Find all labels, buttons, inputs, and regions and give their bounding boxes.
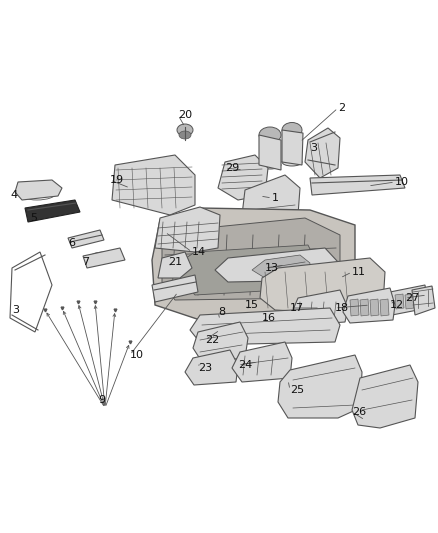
Polygon shape	[412, 286, 435, 315]
Ellipse shape	[261, 316, 266, 320]
Text: 5: 5	[30, 213, 37, 223]
Text: 24: 24	[238, 360, 252, 370]
Polygon shape	[310, 175, 405, 195]
Text: 6: 6	[68, 238, 75, 248]
Polygon shape	[180, 245, 318, 295]
Polygon shape	[83, 248, 125, 268]
Polygon shape	[260, 258, 385, 315]
Polygon shape	[350, 299, 359, 316]
Text: 11: 11	[352, 267, 366, 277]
Polygon shape	[193, 322, 248, 362]
Polygon shape	[360, 299, 369, 316]
Polygon shape	[282, 130, 303, 165]
Text: 9: 9	[98, 395, 105, 405]
Polygon shape	[395, 294, 404, 309]
Polygon shape	[415, 294, 424, 309]
Polygon shape	[152, 208, 355, 320]
Ellipse shape	[177, 124, 193, 136]
Ellipse shape	[300, 383, 320, 401]
Polygon shape	[152, 275, 198, 302]
Text: 2: 2	[338, 103, 345, 113]
Polygon shape	[162, 218, 340, 300]
Text: 8: 8	[218, 307, 225, 317]
Text: 7: 7	[82, 257, 89, 267]
Polygon shape	[278, 355, 362, 418]
Text: 22: 22	[205, 335, 219, 345]
Ellipse shape	[282, 158, 302, 166]
Text: 10: 10	[130, 350, 144, 360]
Text: 10: 10	[395, 177, 409, 187]
Text: 15: 15	[245, 300, 259, 310]
Text: 29: 29	[225, 163, 239, 173]
Polygon shape	[252, 255, 310, 278]
Ellipse shape	[282, 123, 302, 138]
Text: 12: 12	[390, 300, 404, 310]
Text: 16: 16	[262, 313, 276, 323]
Polygon shape	[405, 294, 414, 309]
Polygon shape	[112, 155, 195, 215]
Text: 25: 25	[290, 385, 304, 395]
Polygon shape	[155, 207, 220, 252]
Text: 23: 23	[198, 363, 212, 373]
Polygon shape	[15, 180, 62, 200]
Ellipse shape	[259, 161, 281, 169]
Polygon shape	[190, 308, 340, 345]
Text: 20: 20	[178, 110, 192, 120]
Text: 26: 26	[352, 407, 366, 417]
Text: 1: 1	[272, 193, 279, 203]
Polygon shape	[158, 252, 192, 278]
Text: 17: 17	[290, 303, 304, 313]
Ellipse shape	[200, 366, 210, 375]
Polygon shape	[218, 155, 268, 200]
Ellipse shape	[277, 196, 289, 205]
Polygon shape	[343, 288, 395, 323]
Text: 27: 27	[405, 293, 419, 303]
Text: 4: 4	[10, 190, 17, 200]
Text: 3: 3	[310, 143, 317, 153]
Polygon shape	[352, 365, 418, 428]
Text: 13: 13	[265, 263, 279, 273]
Polygon shape	[68, 230, 104, 248]
Polygon shape	[232, 342, 292, 382]
Ellipse shape	[179, 131, 191, 139]
Polygon shape	[390, 285, 428, 315]
Polygon shape	[259, 135, 281, 170]
Text: 14: 14	[192, 247, 206, 257]
Ellipse shape	[304, 386, 316, 398]
Text: 18: 18	[335, 303, 349, 313]
Polygon shape	[215, 248, 338, 282]
Polygon shape	[380, 299, 389, 316]
Ellipse shape	[245, 305, 251, 311]
Polygon shape	[370, 299, 379, 316]
Polygon shape	[242, 175, 300, 220]
Polygon shape	[25, 200, 80, 222]
Text: 3: 3	[12, 305, 19, 315]
Ellipse shape	[259, 127, 281, 143]
Ellipse shape	[197, 363, 213, 377]
Ellipse shape	[257, 194, 273, 206]
Polygon shape	[185, 350, 238, 385]
Ellipse shape	[260, 314, 268, 321]
Polygon shape	[305, 128, 340, 178]
Text: 21: 21	[168, 257, 182, 267]
Text: 19: 19	[110, 175, 124, 185]
Polygon shape	[292, 290, 348, 325]
Ellipse shape	[243, 304, 253, 312]
